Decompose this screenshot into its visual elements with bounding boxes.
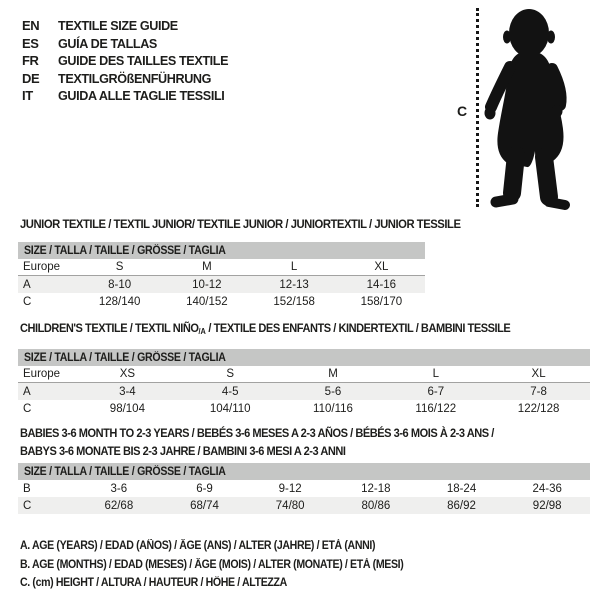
table-row: B 3-6 6-9 9-12 12-18 18-24 24-36 xyxy=(18,480,590,497)
language-title: TEXTILGRÖßENFÜHRUNG xyxy=(58,70,212,86)
size-header-band: SIZE / TALLA / TAILLE / GRÖSSE / TAGLIA xyxy=(18,463,590,480)
language-title: TEXTILE SIZE GUIDE xyxy=(58,18,178,34)
table-cell: 158/170 xyxy=(360,295,403,308)
row-label: C xyxy=(23,295,32,308)
table-cell: 62/68 xyxy=(104,499,134,512)
column-header: L xyxy=(290,261,298,273)
table-row: A 8-10 10-12 12-13 14-16 xyxy=(18,276,425,293)
table-cell: 3-6 xyxy=(110,482,128,495)
table-cell: 68/74 xyxy=(190,499,219,512)
language-code: ES xyxy=(22,35,39,51)
column-header: L xyxy=(432,368,439,380)
height-measure-line xyxy=(476,8,479,207)
table-cell: 110/116 xyxy=(313,402,353,415)
children-size-table: SIZE / TALLA / TAILLE / GRÖSSE / TAGLIA … xyxy=(18,349,590,417)
row-label: A xyxy=(23,385,31,398)
language-row: IT GUIDA ALLE TAGLIE TESSILI xyxy=(22,87,233,105)
table-row: C 62/68 68/74 74/80 80/86 86/92 92/98 xyxy=(18,497,590,514)
table-cell: 4-5 xyxy=(221,385,239,398)
table-cell: 6-7 xyxy=(427,385,445,398)
table-cell: 24-36 xyxy=(532,482,562,495)
table-cell: 92/98 xyxy=(532,499,562,512)
table-cell: 152/158 xyxy=(273,295,315,308)
table-cell: 18-24 xyxy=(446,482,477,495)
language-code: FR xyxy=(22,53,39,69)
table-cell: 116/122 xyxy=(415,402,457,415)
column-header: XS xyxy=(119,368,136,380)
language-row: FR GUIDE DES TAILLES TEXTILE xyxy=(22,52,233,70)
table-cell: 8-10 xyxy=(108,278,132,291)
row-label: A xyxy=(23,278,31,291)
table-cell: 6-9 xyxy=(196,482,213,495)
baby-silhouette-icon xyxy=(484,9,570,210)
language-title: GUÍA DE TALLAS xyxy=(58,35,157,51)
measurement-legend: A. AGE (YEARS) / EDAD (AÑOS) / ÂGE (ANS)… xyxy=(20,537,437,593)
table-cell: 12-13 xyxy=(279,278,309,291)
table-cell: 10-12 xyxy=(192,278,222,291)
language-title-list: EN TEXTILE SIZE GUIDE ES GUÍA DE TALLAS … xyxy=(22,17,233,105)
junior-table-title: JUNIOR TEXTILE / TEXTIL JUNIOR/ TEXTILE … xyxy=(20,217,461,231)
row-label: C xyxy=(23,499,32,512)
children-table-title: CHILDREN'S TEXTILE / TEXTIL NIÑO/A / TEX… xyxy=(20,321,511,336)
table-cell: 3-4 xyxy=(119,385,136,398)
language-row: EN TEXTILE SIZE GUIDE xyxy=(22,17,233,35)
title-subscript: /A xyxy=(198,327,206,336)
column-header: M xyxy=(328,368,338,380)
column-header: XL xyxy=(531,368,546,380)
legend-line-b: B. AGE (MONTHS) / EDAD (MESES) / ÂGE (MO… xyxy=(20,558,404,571)
language-title: GUIDA ALLE TAGLIE TESSILI xyxy=(58,88,225,104)
junior-size-table: SIZE / TALLA / TAILLE / GRÖSSE / TAGLIA … xyxy=(18,242,425,310)
size-header-band: SIZE / TALLA / TAILLE / GRÖSSE / TAGLIA xyxy=(18,242,425,259)
table-row: C 128/140 140/152 152/158 158/170 xyxy=(18,293,425,310)
row-label: B xyxy=(23,482,31,495)
table-cell: 9-12 xyxy=(278,482,302,495)
language-row: DE TEXTILGRÖßENFÜHRUNG xyxy=(22,70,233,88)
language-code: IT xyxy=(22,88,33,104)
table-cell: 86/92 xyxy=(447,499,476,512)
table-cell: 7-8 xyxy=(530,385,547,398)
size-header-band: SIZE / TALLA / TAILLE / GRÖSSE / TAGLIA xyxy=(18,349,590,366)
column-header: XL xyxy=(374,261,389,273)
table-cell: 140/152 xyxy=(186,295,228,308)
language-title: GUIDE DES TAILLES TEXTILE xyxy=(58,53,229,69)
table-row: C 98/104 104/110 110/116 116/122 122/128 xyxy=(18,400,590,417)
legend-line-c: C. (cm) HEIGHT / ALTURA / HAUTEUR / HÖHE… xyxy=(20,577,287,590)
table-cell: 5-6 xyxy=(324,385,342,398)
column-header: M xyxy=(202,261,212,273)
table-cell: 14-16 xyxy=(366,278,397,291)
table-row: A 3-4 4-5 5-6 6-7 7-8 xyxy=(18,383,590,400)
table-cell: 122/128 xyxy=(517,402,560,415)
language-row: ES GUÍA DE TALLAS xyxy=(22,35,233,53)
table-cell: 128/140 xyxy=(98,295,141,308)
babies-table-title: BABIES 3-6 MONTH TO 2-3 YEARS / BEBÉS 3-… xyxy=(20,426,494,458)
table-cell: 74/80 xyxy=(275,499,305,512)
table-columns-row: Europe XS S M L XL xyxy=(18,366,590,383)
language-code: DE xyxy=(22,70,40,86)
column-header: S xyxy=(226,368,235,380)
legend-line-a: A. AGE (YEARS) / EDAD (AÑOS) / ÂGE (ANS)… xyxy=(20,540,376,553)
table-cell: 80/86 xyxy=(361,499,391,512)
babies-size-table: SIZE / TALLA / TAILLE / GRÖSSE / TAGLIA … xyxy=(18,463,590,514)
table-cell: 98/104 xyxy=(109,402,145,415)
figure-height-label: C xyxy=(457,103,468,119)
column-header: S xyxy=(115,261,124,273)
table-cell: 12-18 xyxy=(361,482,391,495)
table-columns-row: Europe S M L XL xyxy=(18,259,425,276)
region-label: Europe xyxy=(23,261,61,273)
region-label: Europe xyxy=(23,368,61,380)
table-cell: 104/110 xyxy=(209,402,251,415)
language-code: EN xyxy=(22,18,40,34)
row-label: C xyxy=(23,402,32,415)
